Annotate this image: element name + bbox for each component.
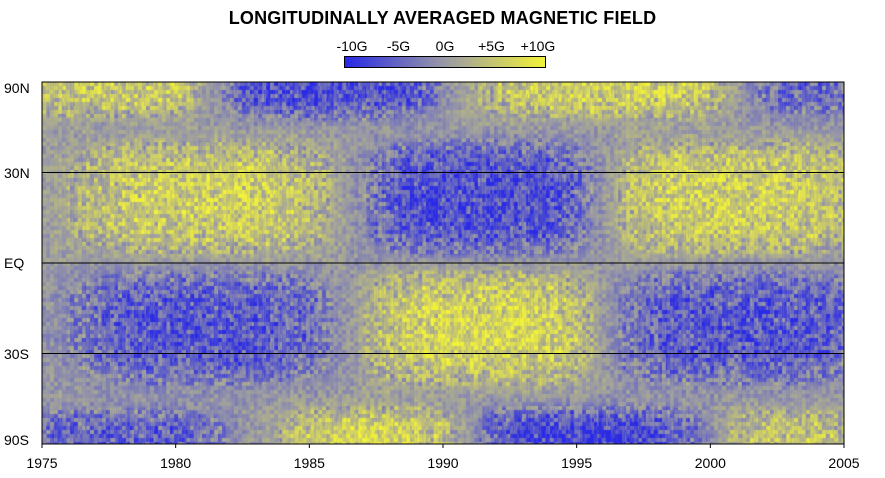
colorbar — [344, 56, 546, 68]
x-tick-label: 1985 — [293, 455, 325, 471]
y-tick-label: 30S — [4, 345, 29, 362]
colorbar-tick-label: -10G — [336, 38, 368, 54]
colorbar-tick-label: +10G — [520, 38, 556, 54]
colorbar-tick-label: 0G — [435, 38, 455, 54]
x-tick-label: 1995 — [561, 455, 593, 471]
latitude-gridlines — [42, 172, 844, 354]
colorbar-tick-label: +5G — [478, 38, 505, 54]
y-tick-label: 30N — [4, 164, 30, 181]
chart-title: LONGITUDINALLY AVERAGED MAGNETIC FIELD — [228, 8, 657, 28]
x-tick-label: 1975 — [26, 455, 58, 471]
y-tick-label: EQ — [4, 255, 25, 271]
plot-frame — [41, 81, 845, 445]
x-tick-label: 1980 — [160, 455, 192, 471]
x-tick-label: 2000 — [694, 455, 726, 471]
y-tick-label: 90S — [4, 432, 29, 448]
x-tick-label: 1990 — [427, 455, 459, 471]
x-tick-marks — [41, 444, 845, 448]
colorbar-tick-label: -5G — [386, 38, 411, 54]
y-tick-label: 90N — [4, 80, 30, 96]
x-tick-label: 2005 — [828, 455, 860, 471]
